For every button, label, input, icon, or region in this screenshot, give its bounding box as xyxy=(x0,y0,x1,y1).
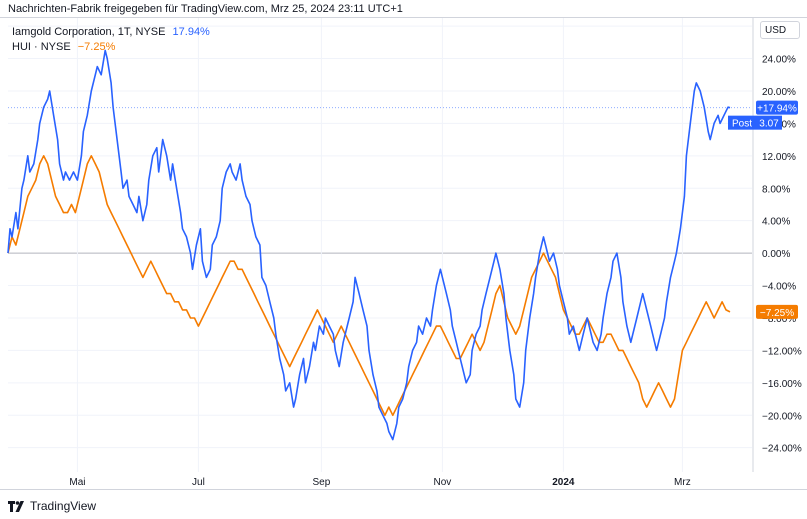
x-tick-label: Mrz xyxy=(674,477,691,488)
x-axis: Mai Jul Sep Nov 2024 Mrz xyxy=(69,477,690,488)
legend-name-iamgold: Iamgold Corporation, 1T, NYSE xyxy=(12,26,166,38)
legend-name-hui: HUI · NYSE xyxy=(12,41,71,53)
y-tick-label: −24.00% xyxy=(762,444,802,455)
y-tick-label: 20.00% xyxy=(762,87,796,98)
footer-brand-label: TradingView xyxy=(30,499,97,513)
iamgold-series-line xyxy=(7,49,731,441)
y-tick-label: −4.00% xyxy=(762,282,796,293)
legend-row-hui[interactable]: HUI · NYSE −7.25% xyxy=(12,40,210,55)
y-tick-label: 12.00% xyxy=(762,152,796,163)
footer-brand[interactable]: TradingView xyxy=(8,499,96,513)
price-tags: +17.94% Post 3.07 −7.25% xyxy=(8,100,798,319)
x-tick-label: Mai xyxy=(69,477,85,488)
legend-row-iamgold[interactable]: Iamgold Corporation, 1T, NYSE 17.94% xyxy=(12,25,210,40)
y-tick-label: 24.00% xyxy=(762,55,796,66)
x-tick-label: Nov xyxy=(433,477,451,488)
share-header: Nachrichten-Fabrik freigegeben für Tradi… xyxy=(8,3,403,15)
y-tick-label: −8.00% xyxy=(762,314,796,325)
orange-last-value-tag xyxy=(756,304,798,319)
orange-last-value-text: −7.25% xyxy=(760,308,794,319)
post-label-tag xyxy=(728,115,756,130)
post-label-text: Post xyxy=(732,119,752,130)
tradingview-logo-icon xyxy=(8,500,24,512)
x-tick-label: 2024 xyxy=(552,477,575,488)
y-tick-label: 0.00% xyxy=(762,249,790,260)
x-tick-label: Sep xyxy=(312,477,330,488)
post-value-text: 3.07 xyxy=(759,119,779,130)
y-tick-label: −16.00% xyxy=(762,379,802,390)
y-tick-label: −20.00% xyxy=(762,411,802,422)
legend: Iamgold Corporation, 1T, NYSE 17.94% HUI… xyxy=(12,25,210,55)
hui-series-line xyxy=(7,155,731,417)
legend-value-iamgold: 17.94% xyxy=(172,26,210,38)
post-value-tag xyxy=(756,115,782,130)
grid xyxy=(8,18,754,472)
y-tick-label: 8.00% xyxy=(762,184,790,195)
series-layer xyxy=(7,49,731,441)
chart-frame xyxy=(0,17,807,490)
y-tick-label: −12.00% xyxy=(762,346,802,357)
x-tick-label: Jul xyxy=(192,477,205,488)
blue-last-value-text: +17.94% xyxy=(757,104,797,115)
y-tick-label: 4.00% xyxy=(762,217,790,228)
blue-last-value-tag xyxy=(756,100,798,115)
currency-button[interactable]: USD xyxy=(760,21,800,39)
legend-value-hui: −7.25% xyxy=(77,41,116,53)
y-axis: 28.00%24.00%20.00%16.00%12.00%8.00%4.00%… xyxy=(762,22,802,455)
